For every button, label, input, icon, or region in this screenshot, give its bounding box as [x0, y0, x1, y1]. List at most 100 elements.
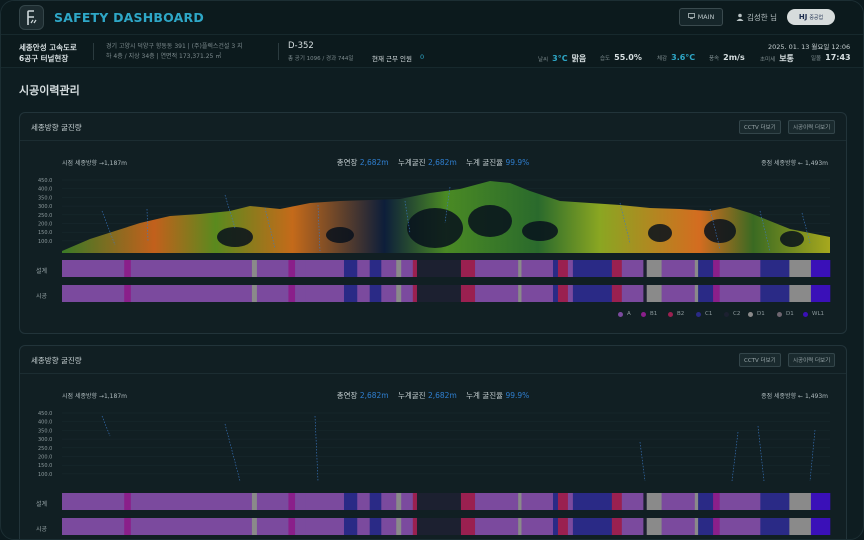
cctv-more-button[interactable]: CCTV 더보기 [739, 353, 781, 367]
excavation-stats: 총연장 2,682m 누계굴진 2,682m 누계 굴진율 99.9% [20, 157, 846, 168]
main-button-label: MAIN [697, 13, 715, 21]
build-segment [557, 518, 569, 535]
build-segment [719, 518, 761, 535]
legend-label: B1 [650, 311, 658, 317]
design-segment [288, 493, 296, 510]
panel-title: 세종방향 굴진량 [31, 123, 82, 132]
humidity-label: 습도 [600, 56, 611, 62]
site-name-line2: 6공구 터널현장 [19, 54, 69, 63]
build-segment [396, 518, 402, 535]
build-segment [343, 518, 358, 535]
stat-total-value: 2,682m [359, 391, 389, 400]
y-tick-label: 300.0 [38, 437, 52, 443]
humidity-item: 습도 55.0% [600, 53, 642, 62]
build-segment [124, 285, 132, 302]
design-segment [401, 493, 414, 510]
design-segment [760, 493, 790, 510]
stat-total-label: 총연장 [336, 158, 358, 167]
fault-line [759, 210, 771, 252]
y-tick-label: 300.0 [38, 204, 52, 210]
fault-line [731, 431, 739, 482]
d-day: D-352 [288, 41, 314, 51]
build-segment [369, 518, 382, 535]
fault-line [709, 208, 721, 250]
legend-label: C1 [705, 311, 713, 317]
y-tick-label: 450.0 [38, 411, 52, 417]
stat-rate-value: 99.9% [505, 391, 530, 400]
start-point-label: 시점 세종방향 →1,187m [62, 393, 127, 400]
panel-title: 세종방향 굴진량 [31, 356, 82, 365]
excavation-stats: 총연장 2,682m 누계굴진 2,682m 누계 굴진율 99.9% [20, 390, 846, 401]
design-segment [661, 493, 696, 510]
current-datetime: 2025. 01. 13 월요일 12:06 [768, 43, 851, 51]
history-more-button[interactable]: 시공이력 더보기 [788, 120, 836, 134]
fault-line [404, 200, 411, 234]
end-point-label: 종점 세종방향 ← 1,493m [761, 160, 828, 167]
design-segment [396, 260, 402, 277]
legend-dot [777, 311, 782, 317]
build-segment [412, 285, 418, 302]
design-segment [343, 260, 358, 277]
design-segment [369, 493, 382, 510]
legend-item: C1 [696, 311, 712, 317]
build-segment [130, 518, 253, 535]
design-segment [130, 493, 253, 510]
build-segment [416, 285, 462, 302]
design-segment [130, 260, 253, 277]
app-logo-icon[interactable] [19, 5, 44, 30]
y-tick-label: 250.0 [38, 446, 52, 452]
site-name: 세종안성 고속도로 6공구 터널현장 [19, 42, 77, 64]
wind-label: 풍속 [709, 56, 720, 62]
fault-line [314, 415, 319, 482]
user-menu[interactable]: 김성한 님 [736, 12, 777, 23]
design-segment [518, 493, 522, 510]
legend-item: WL1 [803, 311, 824, 317]
wind-item: 풍속 2m/s [709, 53, 745, 62]
history-more-button[interactable]: 시공이력 더보기 [788, 353, 836, 367]
y-tick-label: 450.0 [38, 178, 52, 184]
legend-dot [748, 311, 753, 317]
design-segment [719, 493, 761, 510]
main-button[interactable]: MAIN [679, 8, 723, 26]
design-segment [719, 260, 761, 277]
design-segment [381, 493, 397, 510]
design-segment [62, 493, 125, 510]
design-segment [557, 493, 569, 510]
design-segment [611, 493, 623, 510]
stat-cum-value: 2,682m [427, 391, 457, 400]
design-segment [810, 260, 831, 277]
design-segment [416, 260, 462, 277]
build-segment [130, 285, 253, 302]
legend-label: A [627, 311, 631, 317]
build-row-label: 시공 [36, 293, 48, 300]
build-segment [698, 285, 714, 302]
design-segment [646, 260, 662, 277]
y-tick-label: 200.0 [38, 222, 52, 228]
build-segment [460, 285, 476, 302]
legend-item: B1 [641, 311, 657, 317]
design-segment [698, 493, 714, 510]
design-segment [412, 493, 418, 510]
fault-line [264, 207, 276, 249]
cctv-more-button[interactable]: CCTV 더보기 [739, 120, 781, 134]
build-segment [646, 518, 662, 535]
y-tick-label: 350.0 [38, 428, 52, 434]
design-segment [810, 493, 831, 510]
build-segment [124, 518, 132, 535]
design-segment [401, 260, 414, 277]
build-segment [789, 285, 812, 302]
legend-label: D1 [786, 311, 794, 317]
build-segment [62, 285, 125, 302]
fault-line [801, 212, 811, 244]
design-segment [643, 260, 648, 277]
site-info-bar: 세종안성 고속도로 6공구 터널현장 경기 고양시 덕양구 향동동 391 | … [1, 35, 863, 68]
build-segment [572, 518, 613, 535]
legend-item: B2 [668, 311, 684, 317]
stat-cum-label: 누계굴진 [397, 158, 426, 167]
site-address-line1: 경기 고양시 덕양구 향동동 391 | (주)플렉스건설 3 지 [106, 43, 243, 50]
design-segment [567, 493, 574, 510]
wind-value: 2m/s [723, 53, 745, 62]
sunset-label: 일몰 [811, 56, 822, 62]
weather-item: 날씨 3°C 맑음 [538, 53, 586, 64]
design-segment [251, 260, 258, 277]
